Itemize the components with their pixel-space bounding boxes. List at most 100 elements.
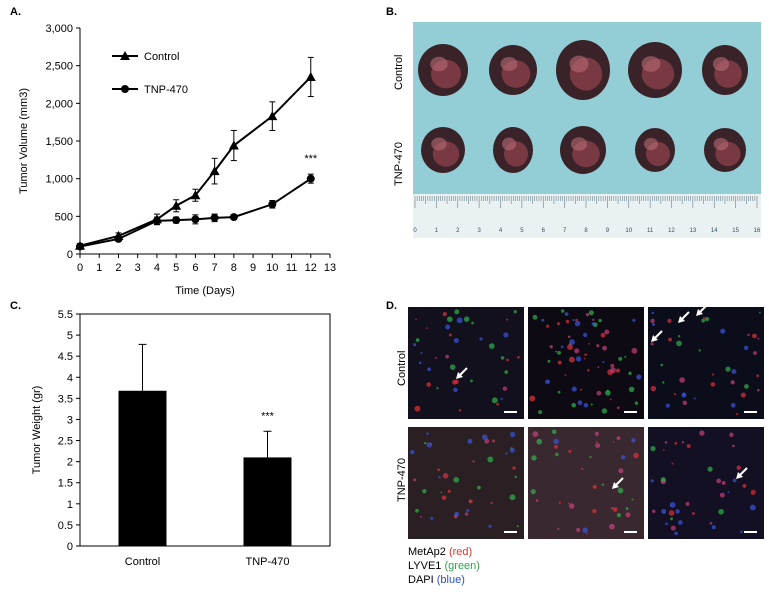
fluorescence-speck — [636, 374, 642, 380]
fluorescence-speck — [413, 343, 417, 347]
fluorescence-speck — [660, 477, 666, 483]
fluorescence-speck — [568, 449, 572, 453]
fluorescence-speck — [591, 322, 595, 326]
fluorescence-speck — [606, 389, 609, 392]
bar-1 — [243, 457, 292, 546]
fluorescence-speck — [448, 333, 452, 337]
y-tick-label: 1,000 — [45, 174, 73, 186]
fluorescence-speck — [456, 317, 463, 324]
arrow-head — [736, 472, 743, 479]
ruler-number: 9 — [606, 228, 610, 234]
ruler-number: 8 — [584, 228, 588, 234]
fluorescence-speck — [482, 434, 488, 440]
tumor-highlight — [431, 137, 447, 151]
fluorescence-speck — [452, 379, 457, 385]
fluorescence-speck — [693, 397, 696, 400]
fluorescence-speck — [454, 309, 460, 315]
fluorescence-speck — [426, 442, 432, 448]
fluorescence-speck — [624, 355, 627, 358]
panel-label-d: D. — [386, 300, 397, 312]
fluorescence-speck — [568, 503, 575, 509]
fluorescence-speck — [509, 431, 516, 438]
fluorescence-speck — [557, 350, 561, 355]
fluorescence-speck — [616, 406, 620, 410]
ruler-number: 16 — [754, 228, 761, 234]
fluorescence-speck — [588, 342, 590, 345]
fluorescence-speck — [625, 507, 629, 511]
y-axis-title: Tumor Volume (mm3) — [18, 88, 30, 194]
fluorescence-speck — [514, 475, 517, 479]
ruler-number: 1 — [435, 228, 439, 234]
fluorescence-speck — [612, 507, 618, 512]
fluorescence-speck — [445, 324, 451, 330]
fluorescence-speck — [731, 369, 737, 375]
micrograph-tile — [648, 307, 764, 419]
fluorescence-speck — [667, 318, 672, 323]
x-tick-label: 5 — [173, 262, 179, 274]
fluorescence-speck — [503, 332, 509, 338]
fluorescence-speck — [557, 527, 560, 531]
fluorescence-speck — [530, 489, 536, 495]
fluorescence-speck — [744, 384, 749, 389]
fluorescence-speck — [453, 514, 458, 519]
fluorescence-speck — [677, 335, 681, 338]
fluorescence-speck — [665, 403, 670, 408]
bar-0 — [118, 390, 167, 546]
plot-frame — [79, 313, 331, 547]
fluorescence-speck — [567, 335, 571, 339]
ruler-number: 4 — [499, 228, 503, 234]
fluorescence-speck — [681, 441, 684, 444]
fluorescence-speck — [670, 525, 676, 531]
ruler-number: 10 — [625, 228, 632, 234]
ruler-number: 0 — [413, 228, 417, 234]
fluorescence-speck — [564, 312, 569, 316]
x-tick-label: 13 — [324, 262, 336, 274]
fluorescence-speck — [438, 476, 441, 479]
fluorescence-speck — [463, 316, 470, 322]
fluorescence-speck — [633, 452, 639, 459]
fluorescence-speck — [564, 374, 567, 376]
y-tick-label: 0 — [67, 541, 73, 553]
fluorescence-speck — [704, 317, 710, 322]
fluorescence-speck — [610, 363, 615, 368]
fluorescence-speck — [484, 438, 490, 444]
fluorescence-speck — [631, 498, 634, 501]
fluorescence-speck — [650, 385, 657, 392]
fluorescence-speck — [426, 382, 432, 387]
fluorescence-speck — [492, 439, 496, 443]
y-tick-label: 500 — [55, 211, 73, 223]
fluorescence-speck — [577, 400, 583, 406]
fluorescence-speck — [592, 318, 595, 322]
y-tick-label: 2,000 — [45, 98, 73, 110]
ruler — [413, 194, 761, 238]
fluorescence-speck — [488, 524, 492, 528]
fluorescence-speck — [662, 381, 665, 384]
fluorescence-speck — [650, 318, 655, 324]
fluorescence-micrographs — [408, 307, 764, 539]
fluorescence-speck — [735, 413, 739, 416]
fluorescence-speck — [703, 316, 706, 319]
fluorescence-speck — [574, 320, 581, 327]
fluorescence-speck — [487, 456, 494, 463]
fluorescence-speck — [500, 356, 505, 360]
fluorescence-speck — [471, 321, 474, 325]
fluorescence-speck — [420, 351, 423, 354]
fluorescence-speck — [679, 377, 685, 383]
ruler-number: 2 — [456, 228, 460, 234]
fluorescence-speck — [532, 314, 538, 320]
fluorescence-speck — [757, 337, 760, 340]
tumor-highlight — [569, 55, 589, 73]
fluorescence-speck — [730, 380, 735, 385]
panel-label-a: A. — [10, 6, 21, 18]
fluorescence-speck — [502, 386, 508, 391]
fluorescence-speck — [602, 361, 605, 364]
fluorescence-speck — [601, 408, 608, 414]
fluorescence-speck — [675, 509, 680, 514]
data-point-circle — [229, 213, 238, 222]
fluorescence-speck — [458, 409, 462, 412]
fluorescence-speck — [516, 525, 519, 528]
fluorescence-speck — [710, 382, 716, 387]
x-tick-label: 9 — [250, 262, 256, 274]
fluorescence-speck — [535, 499, 539, 502]
